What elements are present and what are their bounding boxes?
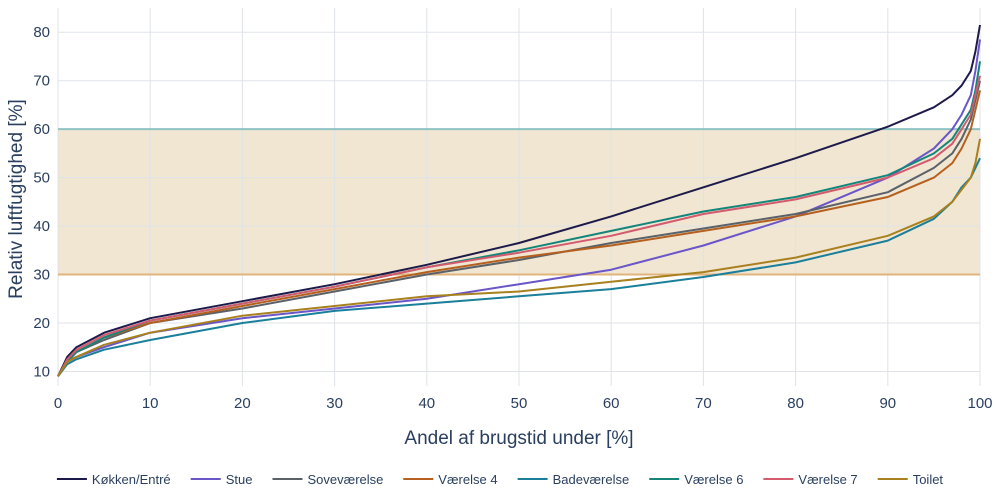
series-line bbox=[57, 39, 981, 377]
x-tick-label: 30 bbox=[326, 395, 343, 412]
series-lines bbox=[57, 24, 981, 377]
legend-label: Køkken/Entré bbox=[92, 472, 171, 487]
x-tick-label: 60 bbox=[603, 395, 620, 412]
series-line bbox=[57, 61, 981, 377]
y-tick-label: 40 bbox=[33, 218, 50, 235]
legend-item[interactable]: Værelse 7 bbox=[763, 472, 858, 487]
legend-label: Stue bbox=[226, 472, 253, 487]
legend-item[interactable]: Køkken/Entré bbox=[56, 472, 171, 487]
series-line bbox=[57, 80, 981, 377]
x-tick-label: 20 bbox=[234, 395, 251, 412]
x-tick-label: 90 bbox=[879, 395, 896, 412]
x-tick-label: 50 bbox=[511, 395, 528, 412]
y-axis-title: Relativ luftfugtighed [%] bbox=[6, 99, 27, 299]
legend-label: Værelse 4 bbox=[438, 472, 497, 487]
legend-item[interactable]: Toilet bbox=[877, 472, 944, 487]
legend-item[interactable]: Værelse 6 bbox=[649, 472, 743, 487]
x-tick-label: 0 bbox=[54, 395, 62, 412]
legend-item[interactable]: Soveværelse bbox=[272, 472, 384, 487]
x-tick-label: 100 bbox=[967, 395, 992, 412]
y-tick-label: 30 bbox=[33, 267, 50, 284]
series-line bbox=[57, 75, 981, 377]
x-axis-title: Andel af brugstid under [%] bbox=[404, 428, 633, 449]
legend-label: Værelse 7 bbox=[798, 472, 857, 487]
x-tick-label: 40 bbox=[418, 395, 435, 412]
series-line bbox=[57, 157, 981, 377]
x-tick-label: 10 bbox=[142, 395, 159, 412]
legend-item[interactable]: Badeværelse bbox=[517, 472, 630, 487]
series-line bbox=[57, 138, 981, 377]
y-tick-label: 70 bbox=[33, 73, 50, 90]
series-line bbox=[57, 24, 981, 377]
y-tick-label: 60 bbox=[33, 121, 50, 138]
y-tick-label: 80 bbox=[33, 24, 50, 41]
legend-label: Soveværelse bbox=[308, 472, 384, 487]
legend: Køkken/Entré Stue Soveværelse Værelse 4 Bade… bbox=[56, 472, 944, 487]
legend-label: Badeværelse bbox=[553, 472, 630, 487]
legend-item[interactable]: Stue bbox=[190, 472, 253, 487]
y-tick-label: 10 bbox=[33, 363, 50, 380]
x-tick-label: 70 bbox=[695, 395, 712, 412]
legend-label: Værelse 6 bbox=[684, 472, 743, 487]
legend-label: Toilet bbox=[913, 472, 944, 487]
legend-item[interactable]: Værelse 4 bbox=[403, 472, 498, 487]
y-tick-label: 20 bbox=[33, 315, 50, 332]
y-tick-label: 50 bbox=[33, 170, 50, 187]
x-tick-label: 80 bbox=[787, 395, 804, 412]
